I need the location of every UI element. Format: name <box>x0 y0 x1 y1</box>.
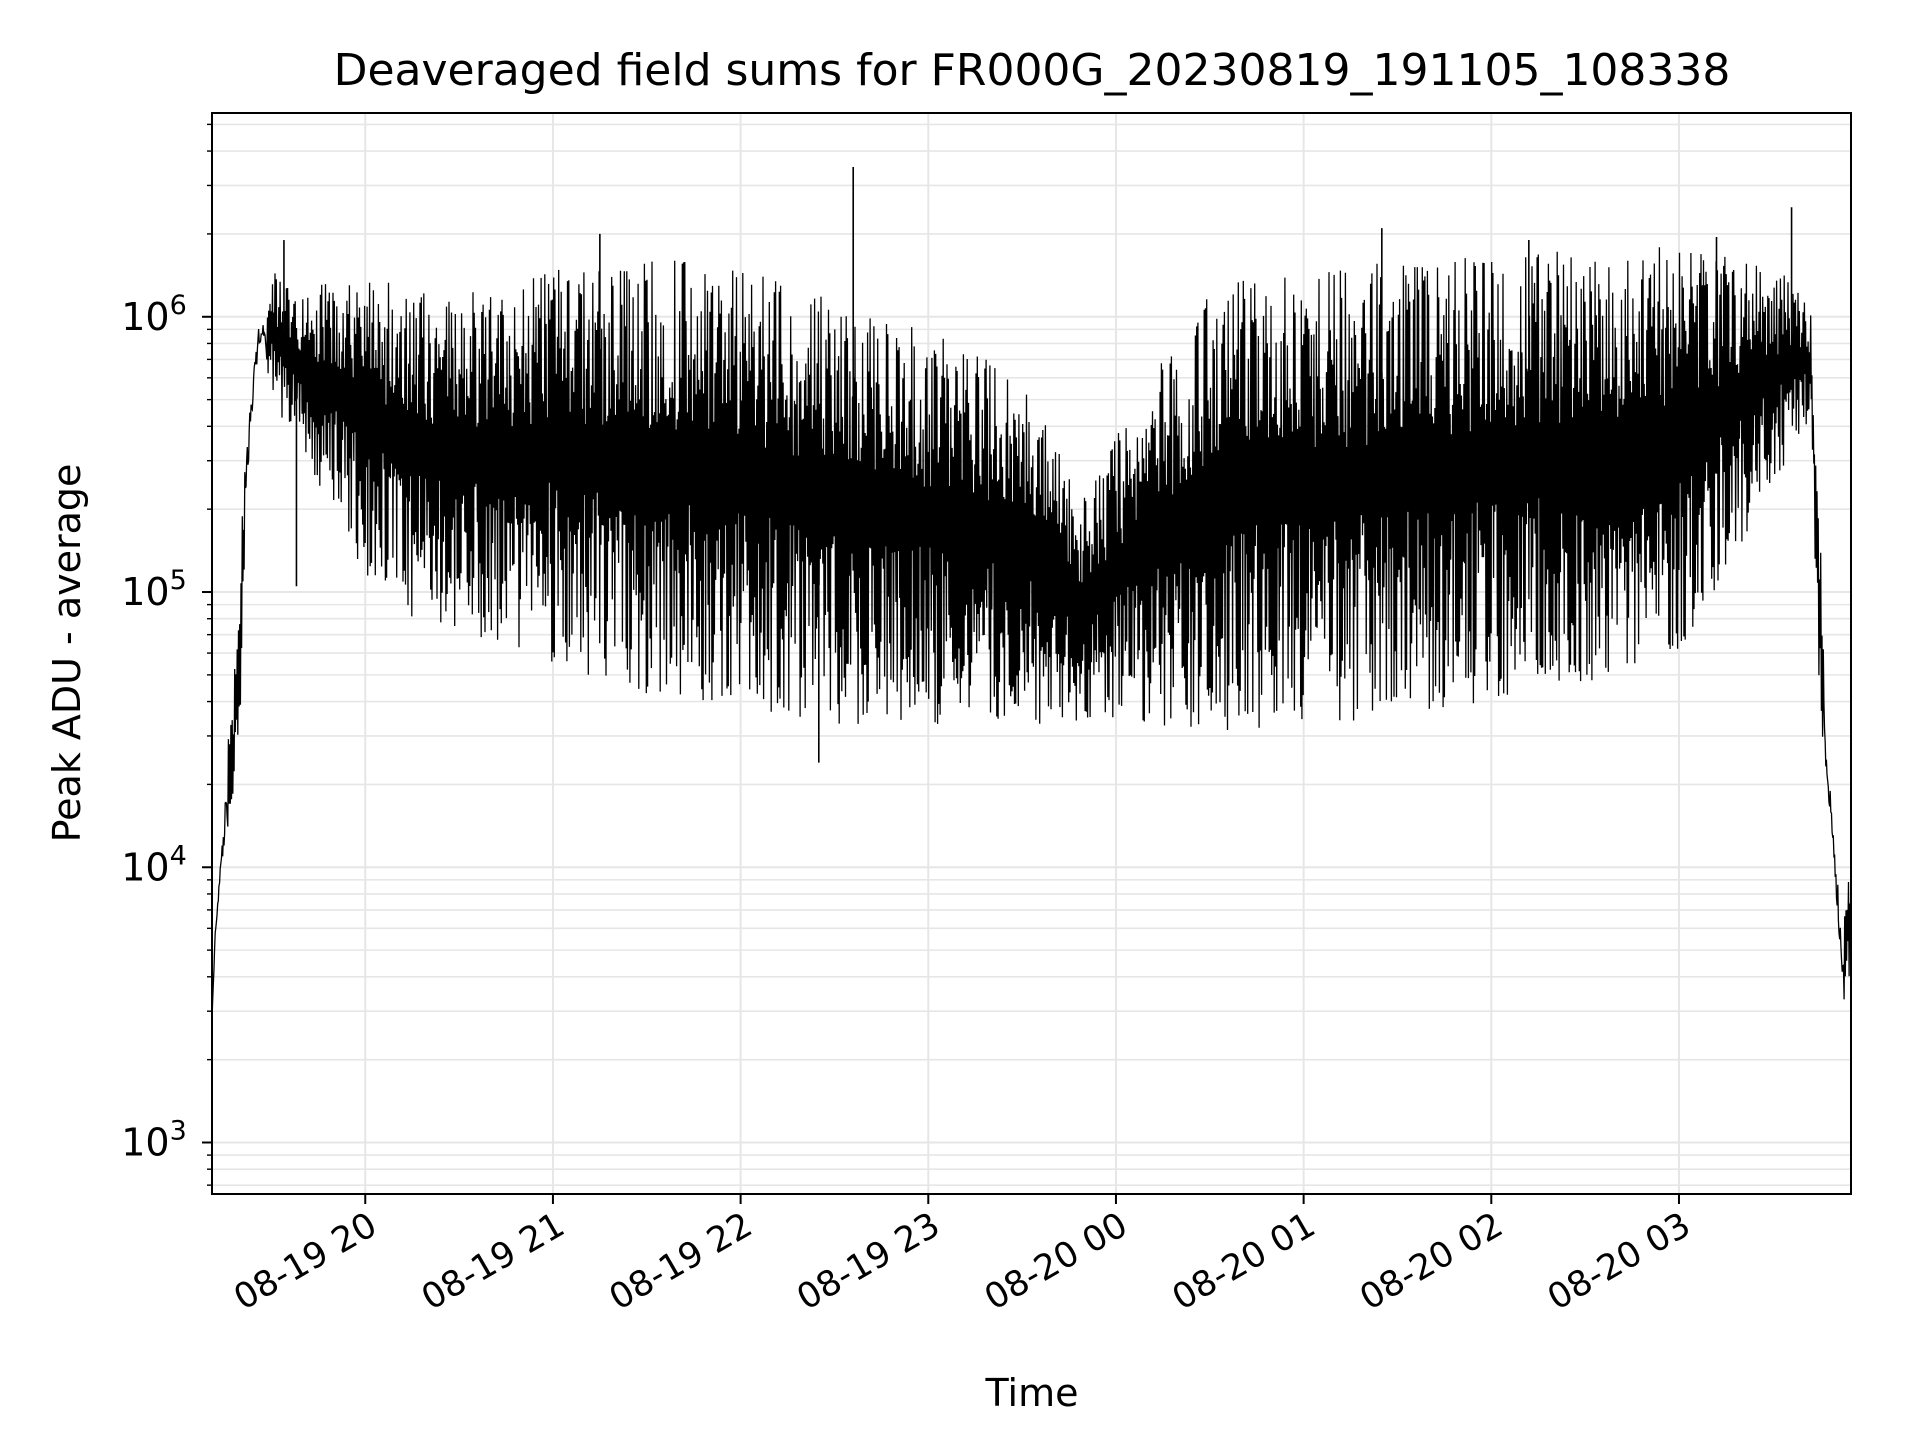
y-tick-label: 106 <box>121 290 187 339</box>
x-tick-label: 08-20 03 <box>1541 1205 1697 1318</box>
chart-title: Deaveraged field sums for FR000G_2023081… <box>334 45 1731 96</box>
data-line <box>211 247 1852 1020</box>
x-tick-label: 08-20 02 <box>1354 1205 1510 1318</box>
x-tick-label: 08-19 22 <box>603 1205 759 1318</box>
x-axis-label: Time <box>985 1371 1079 1415</box>
y-tick-label: 104 <box>121 840 187 889</box>
x-tick-label: 08-19 23 <box>790 1205 946 1318</box>
y-tick-label: 105 <box>121 565 187 614</box>
x-tick-label: 08-20 01 <box>1166 1205 1322 1318</box>
plot-area <box>211 167 1852 1020</box>
x-tick-label: 08-19 20 <box>227 1205 383 1318</box>
x-tick-label: 08-19 21 <box>415 1205 571 1318</box>
y-axis-label: Peak ADU - average <box>45 464 89 843</box>
x-tick-label: 08-20 00 <box>978 1205 1134 1318</box>
y-tick-label: 103 <box>121 1116 187 1165</box>
